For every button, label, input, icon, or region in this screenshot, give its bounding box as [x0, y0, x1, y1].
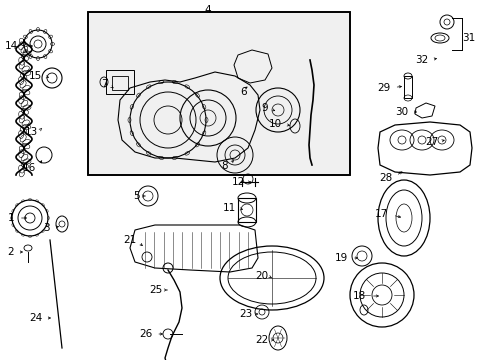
- Text: 10: 10: [268, 119, 282, 129]
- Text: 20: 20: [254, 271, 267, 281]
- Text: 25: 25: [148, 285, 162, 295]
- Text: 28: 28: [378, 173, 391, 183]
- Bar: [88, 12, 349, 175]
- Text: 19: 19: [334, 253, 347, 263]
- Text: 22: 22: [254, 335, 267, 345]
- Bar: [88, 12, 349, 175]
- Text: 14: 14: [5, 41, 18, 51]
- Text: 18: 18: [352, 291, 365, 301]
- Text: 27: 27: [424, 137, 437, 147]
- Text: 7: 7: [101, 79, 108, 89]
- Bar: [403, 76, 411, 98]
- Text: 13: 13: [25, 127, 38, 137]
- Text: 2: 2: [7, 247, 14, 257]
- Text: 16: 16: [23, 163, 36, 173]
- Bar: [238, 198, 256, 222]
- Bar: [112, 76, 128, 90]
- Text: 15: 15: [29, 71, 42, 81]
- Text: 8: 8: [221, 161, 227, 171]
- Text: 24: 24: [29, 313, 42, 323]
- Text: 21: 21: [122, 235, 136, 245]
- Text: 11: 11: [223, 203, 236, 213]
- Bar: [106, 70, 134, 94]
- Text: 3: 3: [43, 223, 50, 233]
- Bar: [89, 13, 348, 174]
- Text: 17: 17: [374, 209, 387, 219]
- Text: 4: 4: [204, 5, 211, 15]
- Text: 30: 30: [394, 107, 407, 117]
- Text: 12: 12: [231, 177, 244, 187]
- Text: 5: 5: [133, 191, 140, 201]
- Text: 6: 6: [240, 87, 246, 97]
- Text: 23: 23: [238, 309, 251, 319]
- Text: 31: 31: [461, 33, 474, 43]
- Text: 29: 29: [376, 83, 389, 93]
- Text: 1: 1: [7, 213, 14, 223]
- Text: 26: 26: [139, 329, 152, 339]
- Text: 32: 32: [414, 55, 427, 65]
- Text: 9: 9: [261, 103, 267, 113]
